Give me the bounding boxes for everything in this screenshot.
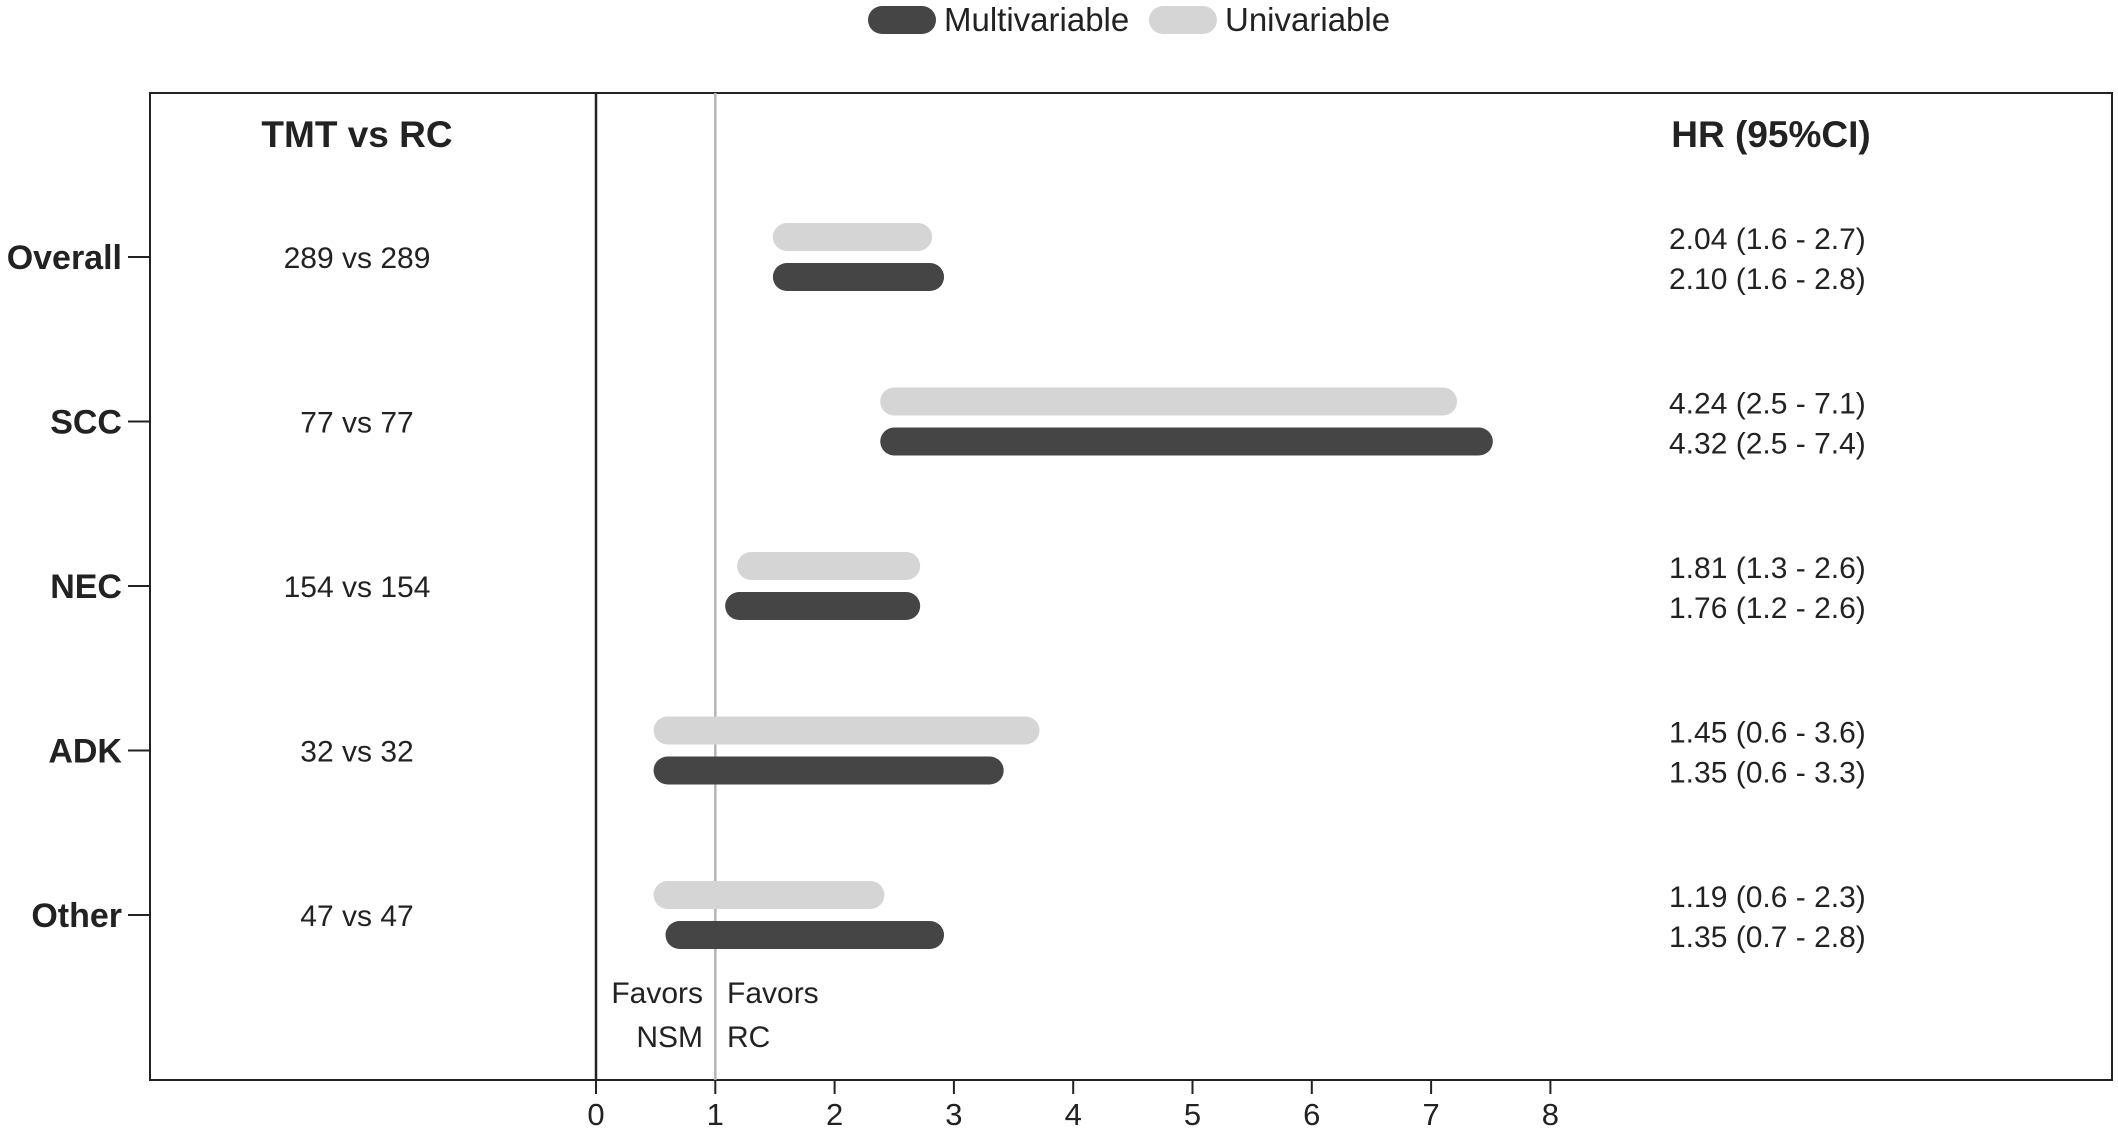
category-label-adk: ADK <box>48 733 122 771</box>
favors-right-line1: Favors <box>727 977 819 1010</box>
x-tick-label-7: 7 <box>1422 1097 1439 1132</box>
column-headers: TMT vs RC HR (95%CI) <box>261 114 1870 155</box>
estimate-label-univariable-scc: 4.24 (2.5 - 7.1) <box>1669 388 1866 421</box>
x-tick-label-0: 0 <box>587 1097 604 1132</box>
counts-header: TMT vs RC <box>261 114 452 155</box>
favors-left-line2: NSM <box>636 1021 703 1054</box>
estimate-label-univariable-overall: 2.04 (1.6 - 2.7) <box>1669 223 1866 256</box>
bar-univariable-overall <box>772 223 933 251</box>
bar-univariable-scc <box>880 387 1458 416</box>
favors-annotations: Favors NSM Favors RC <box>611 977 818 1054</box>
bar-univariable-adk <box>653 716 1040 745</box>
bars <box>653 223 1493 949</box>
bar-univariable-nec <box>737 552 921 580</box>
estimate-label-multivariable-nec: 1.76 (1.2 - 2.6) <box>1669 592 1866 625</box>
favors-left-line1: Favors <box>611 977 703 1010</box>
legend-swatch-univariable <box>1149 6 1217 34</box>
bar-univariable-other <box>653 881 885 909</box>
rows: Overall 289 vs 289 2.04 (1.6 - 2.7) 2.10 (1… <box>7 223 1866 954</box>
category-label-overall: Overall <box>7 239 122 277</box>
estimate-label-multivariable-overall: 2.10 (1.6 - 2.8) <box>1669 263 1866 296</box>
x-tick-label-1: 1 <box>707 1097 724 1132</box>
count-label-nec: 154 vs 154 <box>284 571 431 604</box>
x-tick-label-3: 3 <box>945 1097 962 1132</box>
estimate-label-univariable-nec: 1.81 (1.3 - 2.6) <box>1669 552 1866 585</box>
reference-line-group <box>594 93 717 1080</box>
legend-swatch-multivariable <box>868 6 936 34</box>
count-label-overall: 289 vs 289 <box>284 242 431 275</box>
x-tick-label-5: 5 <box>1184 1097 1201 1132</box>
x-tick-label-8: 8 <box>1542 1097 1559 1132</box>
count-label-adk: 32 vs 32 <box>300 736 413 769</box>
estimate-label-univariable-adk: 1.45 (0.6 - 3.6) <box>1669 717 1866 750</box>
x-tick-label-4: 4 <box>1065 1097 1082 1132</box>
estimate-label-univariable-other: 1.19 (0.6 - 2.3) <box>1669 881 1866 914</box>
estimates-header: HR (95%CI) <box>1671 114 1870 155</box>
category-label-scc: SCC <box>50 404 122 442</box>
legend-label-multivariable: Multivariable <box>944 1 1129 38</box>
count-label-scc: 77 vs 77 <box>300 407 413 440</box>
category-label-other: Other <box>31 897 122 935</box>
estimate-label-multivariable-adk: 1.35 (0.6 - 3.3) <box>1669 757 1866 790</box>
favors-right-line2: RC <box>727 1021 770 1054</box>
count-label-other: 47 vs 47 <box>300 900 413 933</box>
bar-multivariable-overall <box>772 263 945 291</box>
bar-multivariable-scc <box>880 427 1493 456</box>
bar-multivariable-other <box>665 921 945 949</box>
bar-multivariable-nec <box>725 592 921 620</box>
bar-multivariable-adk <box>653 756 1004 785</box>
legend: Multivariable Univariable <box>868 1 1390 38</box>
x-axis: 0 1 2 3 4 5 6 7 8 <box>587 1080 1559 1132</box>
estimate-label-multivariable-scc: 4.32 (2.5 - 7.4) <box>1669 428 1866 461</box>
category-label-nec: NEC <box>50 568 122 606</box>
legend-label-univariable: Univariable <box>1225 1 1390 38</box>
estimate-label-multivariable-other: 1.35 (0.7 - 2.8) <box>1669 921 1866 954</box>
x-tick-label-2: 2 <box>826 1097 843 1132</box>
x-tick-label-6: 6 <box>1303 1097 1320 1132</box>
